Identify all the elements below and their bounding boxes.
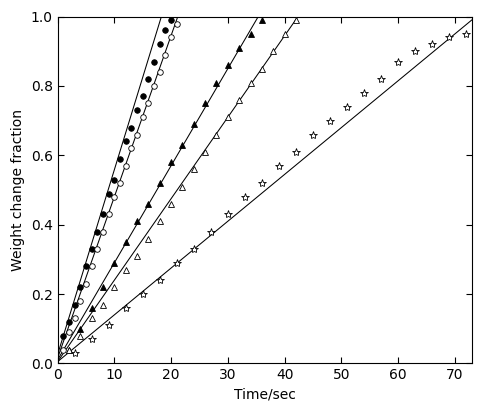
Y-axis label: Weight change fraction: Weight change fraction — [11, 109, 25, 271]
X-axis label: Time/sec: Time/sec — [234, 388, 296, 402]
